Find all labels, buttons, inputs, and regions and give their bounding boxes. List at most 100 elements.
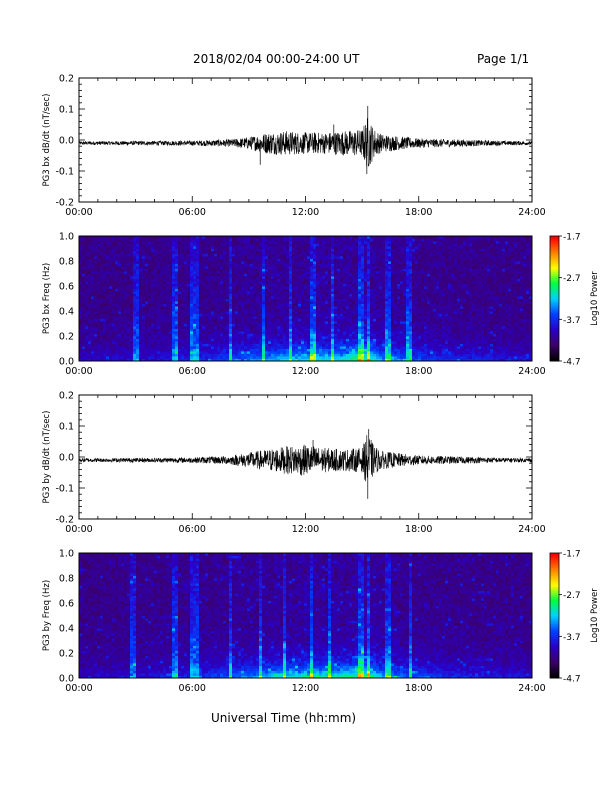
colorbar-step [550,329,559,333]
y-axis-label: PG3 by dB/dt (nT/sec) [42,411,52,504]
colorbar-step [550,638,559,641]
y-tick-label: 0.4 [59,624,74,635]
colorbar-step [550,279,559,283]
y-axis-label: PG3 bx dB/dt (nT/sec) [42,94,52,187]
colorbar-tick-label: -4.7 [563,358,581,368]
colorbar-step [550,569,559,573]
colorbar-step [550,675,559,679]
colorbar-step [550,571,559,575]
colorbar-step [550,655,559,658]
x-tick-label: 24:00 [518,524,545,535]
colorbar-step [550,302,559,306]
colorbar-step [550,265,559,268]
colorbar-step [550,584,559,587]
colorbar-step [550,344,559,347]
y-tick-label: -0.1 [55,167,74,178]
colorbar-step [550,333,559,337]
colorbar-step [550,582,559,585]
colorbar-step [550,553,559,556]
colorbar-step [550,317,559,320]
panel-3-frame-top [78,552,533,679]
colorbar-step [550,590,559,594]
y-axis-label: PG3 by Freq (Hz) [42,580,52,651]
colorbar-step [550,258,559,262]
colorbar-step [550,350,559,354]
colorbar-step [550,346,559,349]
x-tick-label: 06:00 [179,366,206,377]
colorbar-step [550,605,559,608]
colorbar-step [550,331,559,335]
x-tick-label: 24:00 [518,207,545,218]
colorbar-step [550,636,559,639]
colorbar-step [550,665,559,669]
colorbar-step [550,667,559,671]
x-axis-title: Universal Time (hh:mm) [211,711,357,725]
waveform-trace [78,435,533,482]
y-tick-label: 0.2 [59,74,74,85]
x-tick-label: 12:00 [292,207,319,218]
x-tick-label: 06:00 [179,524,206,535]
x-tick-label: 12:00 [292,683,319,694]
x-tick-label: 00:00 [65,366,92,377]
colorbar-step [550,238,559,241]
spectrogram-cells [79,553,533,679]
colorbar-step [550,242,559,245]
colorbar-step [550,248,559,252]
colorbar-step [550,340,559,343]
colorbar-step [550,661,559,664]
colorbar-step [550,354,559,358]
colorbar-step [550,621,559,625]
colorbar-step [550,348,559,352]
colorbar-step [550,561,559,564]
colorbar-step [550,252,559,256]
colorbar-step [550,321,559,324]
colorbar-tick-label: -1.7 [563,550,581,560]
colorbar-tick-label: -2.7 [563,274,581,284]
y-tick-label: 0.2 [59,391,74,402]
colorbar-step [550,623,559,627]
x-tick-label: 00:00 [65,207,92,218]
colorbar-step [550,263,559,266]
x-tick-label: 18:00 [405,683,432,694]
colorbar-step [550,632,559,635]
y-tick-label: 0.8 [59,257,74,268]
y-tick-label: 1.0 [59,232,74,243]
colorbar-label: Log10 Power [590,271,600,326]
colorbar-step [550,663,559,666]
colorbar-step [550,327,559,331]
colorbar-step [550,611,559,614]
colorbar-step [550,277,559,281]
colorbar-step [550,603,559,606]
colorbar-step [550,575,559,579]
panel-0-frame [78,77,533,203]
colorbar-step [550,644,559,648]
colorbar-step [550,323,559,327]
colorbar-label: Log10 Power [590,588,600,643]
y-tick-label: -0.2 [55,515,74,526]
colorbar-step [550,594,559,598]
colorbar-step [550,283,559,287]
colorbar-step [550,273,559,277]
x-tick-label: 24:00 [518,683,545,694]
colorbar-step [550,671,559,675]
colorbar-step [550,648,559,652]
colorbar-step [550,578,559,581]
waveform-trace [78,118,533,167]
colorbar-frame [549,552,560,679]
colorbar-step [550,559,559,562]
colorbar-step [550,338,559,341]
colorbar-step [550,315,559,318]
colorbar-tick-label: -3.7 [563,316,581,326]
colorbar-step [550,615,559,619]
colorbar-step [550,240,559,243]
colorbar-step [550,311,559,314]
colorbar-step [550,607,559,610]
colorbar-step [550,563,559,566]
x-tick-label: 24:00 [518,366,545,377]
colorbar-step [550,598,559,602]
page-number: Page 1/1 [477,52,530,66]
colorbar-step [550,342,559,345]
colorbar-step [550,358,559,362]
x-tick-label: 12:00 [292,524,319,535]
colorbar-step [550,619,559,623]
